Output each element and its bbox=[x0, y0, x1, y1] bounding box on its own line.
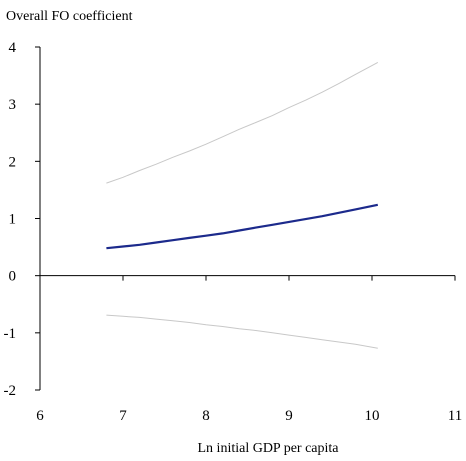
series-line-lower-band bbox=[106, 314, 378, 349]
series-lines bbox=[106, 61, 379, 349]
series-line-upper-band bbox=[106, 61, 379, 184]
y-tick-label: -2 bbox=[4, 383, 17, 399]
x-tick-label: 8 bbox=[202, 408, 210, 424]
y-tick-label: 3 bbox=[9, 97, 17, 113]
y-tick-label: 4 bbox=[9, 40, 17, 56]
x-tick-label: 11 bbox=[448, 408, 462, 424]
x-tick-label: 9 bbox=[285, 408, 293, 424]
x-tick-label: 10 bbox=[365, 408, 380, 424]
y-tick-label: 2 bbox=[9, 154, 17, 170]
axes bbox=[35, 46, 456, 391]
y-tick-label: 0 bbox=[9, 269, 17, 285]
x-tick-label: 7 bbox=[119, 408, 127, 424]
y-axis-label: Overall FO coefficient bbox=[6, 9, 133, 24]
y-tick-label: 1 bbox=[9, 212, 17, 228]
tick-labels: -2 -1 0 1 2 3 4 6 7 8 9 10 11 bbox=[4, 40, 463, 424]
y-tick-label: -1 bbox=[4, 326, 17, 342]
x-axis-label: Ln initial GDP per capita bbox=[198, 441, 340, 456]
series-line-estimate bbox=[106, 203, 379, 250]
x-tick-label: 6 bbox=[36, 408, 44, 424]
